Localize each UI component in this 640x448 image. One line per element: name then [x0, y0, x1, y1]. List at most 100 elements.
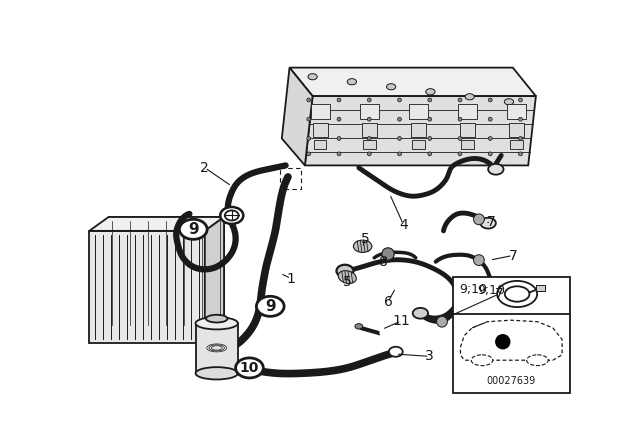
Circle shape [488, 117, 492, 121]
Bar [90, 231, 205, 343]
Text: 9;10: 9;10 [477, 284, 505, 297]
Ellipse shape [179, 220, 207, 239]
Ellipse shape [355, 323, 363, 329]
Circle shape [337, 98, 341, 102]
Bar [312, 123, 328, 137]
Text: 7: 7 [487, 215, 495, 228]
Ellipse shape [236, 358, 263, 378]
Ellipse shape [353, 240, 372, 252]
Circle shape [367, 137, 371, 140]
Ellipse shape [206, 315, 227, 323]
Circle shape [397, 117, 401, 121]
Circle shape [428, 137, 431, 140]
Polygon shape [282, 68, 312, 165]
Text: 11: 11 [392, 314, 410, 328]
Circle shape [337, 137, 341, 140]
Ellipse shape [220, 207, 243, 224]
Circle shape [488, 98, 492, 102]
Bar [362, 123, 377, 137]
Ellipse shape [337, 265, 353, 277]
Bar [364, 140, 376, 149]
Bar [461, 140, 474, 149]
Bar [412, 140, 424, 149]
Bar [311, 104, 330, 119]
Ellipse shape [505, 286, 529, 302]
Circle shape [474, 255, 484, 266]
Text: 6: 6 [383, 295, 392, 309]
Bar [509, 123, 524, 137]
Ellipse shape [338, 271, 356, 284]
Text: 9: 9 [265, 299, 276, 314]
Circle shape [495, 334, 511, 349]
Text: 4: 4 [399, 218, 408, 232]
Ellipse shape [196, 317, 238, 329]
Circle shape [518, 98, 522, 102]
Ellipse shape [426, 89, 435, 95]
Circle shape [397, 137, 401, 140]
Text: 3: 3 [425, 349, 434, 363]
Bar [511, 140, 523, 149]
Ellipse shape [389, 347, 403, 357]
Text: 7: 7 [508, 249, 517, 263]
Ellipse shape [504, 99, 513, 105]
Polygon shape [289, 68, 536, 96]
Circle shape [436, 316, 447, 327]
Text: 00027639: 00027639 [486, 376, 536, 386]
Bar [460, 123, 476, 137]
Text: 8: 8 [379, 254, 388, 269]
Circle shape [337, 152, 341, 156]
Bar [411, 123, 426, 137]
Circle shape [307, 117, 310, 121]
Polygon shape [305, 96, 536, 165]
Text: 7: 7 [495, 287, 503, 301]
Ellipse shape [308, 73, 317, 80]
Text: 1: 1 [287, 271, 296, 286]
Bar [458, 104, 477, 119]
Circle shape [488, 137, 492, 140]
Text: 5: 5 [343, 276, 351, 289]
Circle shape [397, 152, 401, 156]
Polygon shape [109, 217, 224, 329]
Ellipse shape [488, 164, 504, 175]
Circle shape [428, 117, 431, 121]
Bar [536, 285, 545, 291]
Ellipse shape [481, 218, 496, 228]
Ellipse shape [465, 94, 474, 100]
Text: 9: 9 [188, 222, 198, 237]
Text: 2: 2 [200, 161, 209, 175]
Text: 9;10: 9;10 [459, 283, 487, 296]
Circle shape [458, 152, 462, 156]
Bar [360, 104, 379, 119]
Polygon shape [90, 217, 224, 231]
Ellipse shape [527, 355, 548, 366]
Circle shape [458, 137, 462, 140]
Circle shape [397, 98, 401, 102]
Circle shape [518, 137, 522, 140]
Circle shape [307, 137, 310, 140]
Text: 10: 10 [240, 361, 259, 375]
Circle shape [382, 248, 394, 260]
Ellipse shape [196, 367, 238, 379]
Ellipse shape [348, 79, 356, 85]
Ellipse shape [497, 281, 537, 307]
Ellipse shape [257, 296, 284, 316]
Bar [314, 140, 326, 149]
Circle shape [518, 152, 522, 156]
Circle shape [337, 117, 341, 121]
Circle shape [367, 117, 371, 121]
Circle shape [428, 98, 431, 102]
Circle shape [488, 152, 492, 156]
Ellipse shape [387, 84, 396, 90]
Bar [196, 323, 238, 373]
Ellipse shape [225, 211, 239, 220]
Circle shape [518, 117, 522, 121]
Polygon shape [205, 217, 224, 343]
Circle shape [367, 152, 371, 156]
Text: 5: 5 [360, 232, 369, 246]
Circle shape [458, 117, 462, 121]
Ellipse shape [413, 308, 428, 319]
Circle shape [307, 98, 310, 102]
Circle shape [367, 98, 371, 102]
Bar [409, 104, 428, 119]
Bar [452, 277, 570, 392]
